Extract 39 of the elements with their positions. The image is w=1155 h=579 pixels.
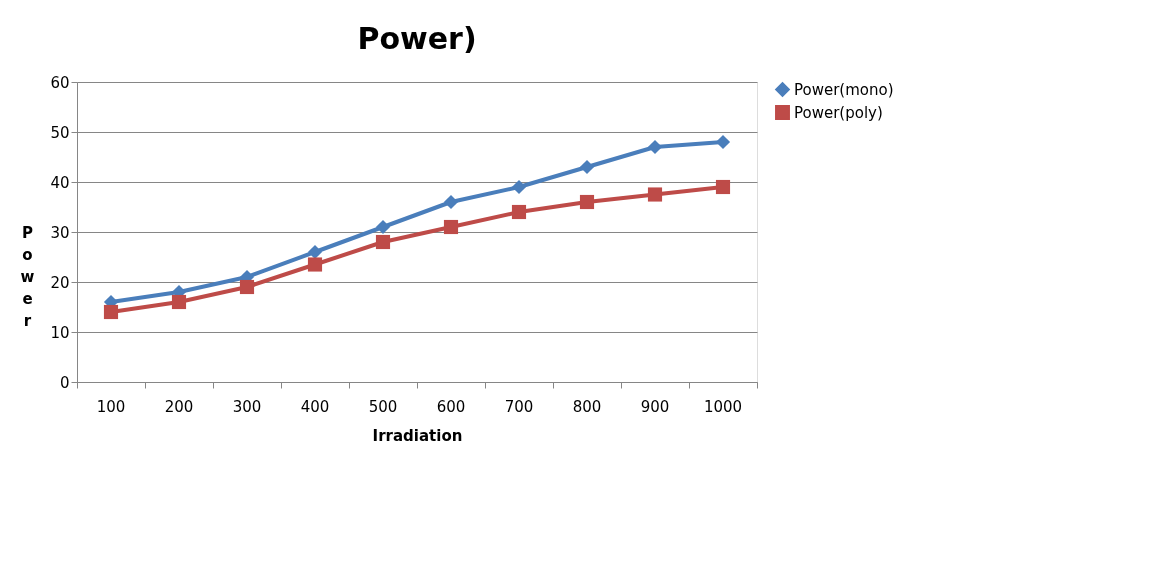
x-tick-label: 900 <box>640 398 670 416</box>
point <box>103 304 119 320</box>
x-tick-label: 400 <box>300 398 330 416</box>
x-axis-title: Irradiation <box>372 427 463 445</box>
point <box>647 139 663 155</box>
point <box>715 134 731 150</box>
x-tick-label: 600 <box>436 398 466 416</box>
y-tick-label: 40 <box>50 173 70 192</box>
point <box>239 279 255 295</box>
point <box>715 179 731 195</box>
point <box>511 204 527 220</box>
legend-label: Power(poly) <box>794 103 883 122</box>
y-tick-label: 60 <box>50 73 70 92</box>
y-tick-label: 50 <box>50 123 70 142</box>
point <box>375 234 391 250</box>
x-tick-label: 800 <box>572 398 602 416</box>
point <box>579 194 595 210</box>
y-tick-label: 30 <box>50 223 70 242</box>
y-tick-label: 0 <box>59 373 70 392</box>
point <box>443 219 459 235</box>
point <box>307 257 323 272</box>
point <box>307 244 323 260</box>
legend-label: Power(mono) <box>794 80 894 99</box>
chart-title: Power) <box>357 21 477 56</box>
point <box>171 294 187 310</box>
point <box>511 179 527 195</box>
x-tick-label: 200 <box>164 398 194 416</box>
point <box>375 219 391 235</box>
x-tick-label: 300 <box>232 398 262 416</box>
point <box>647 187 663 202</box>
point <box>443 194 459 210</box>
x-tick-label: 1000 <box>703 398 743 416</box>
point <box>579 159 595 175</box>
y-axis-title: Power <box>20 223 35 330</box>
x-tick-label: 100 <box>96 398 126 416</box>
y-tick-label: 10 <box>50 323 70 342</box>
x-tick-label: 700 <box>504 398 534 416</box>
x-tick-label: 500 <box>368 398 398 416</box>
y-tick-label: 20 <box>50 273 70 292</box>
